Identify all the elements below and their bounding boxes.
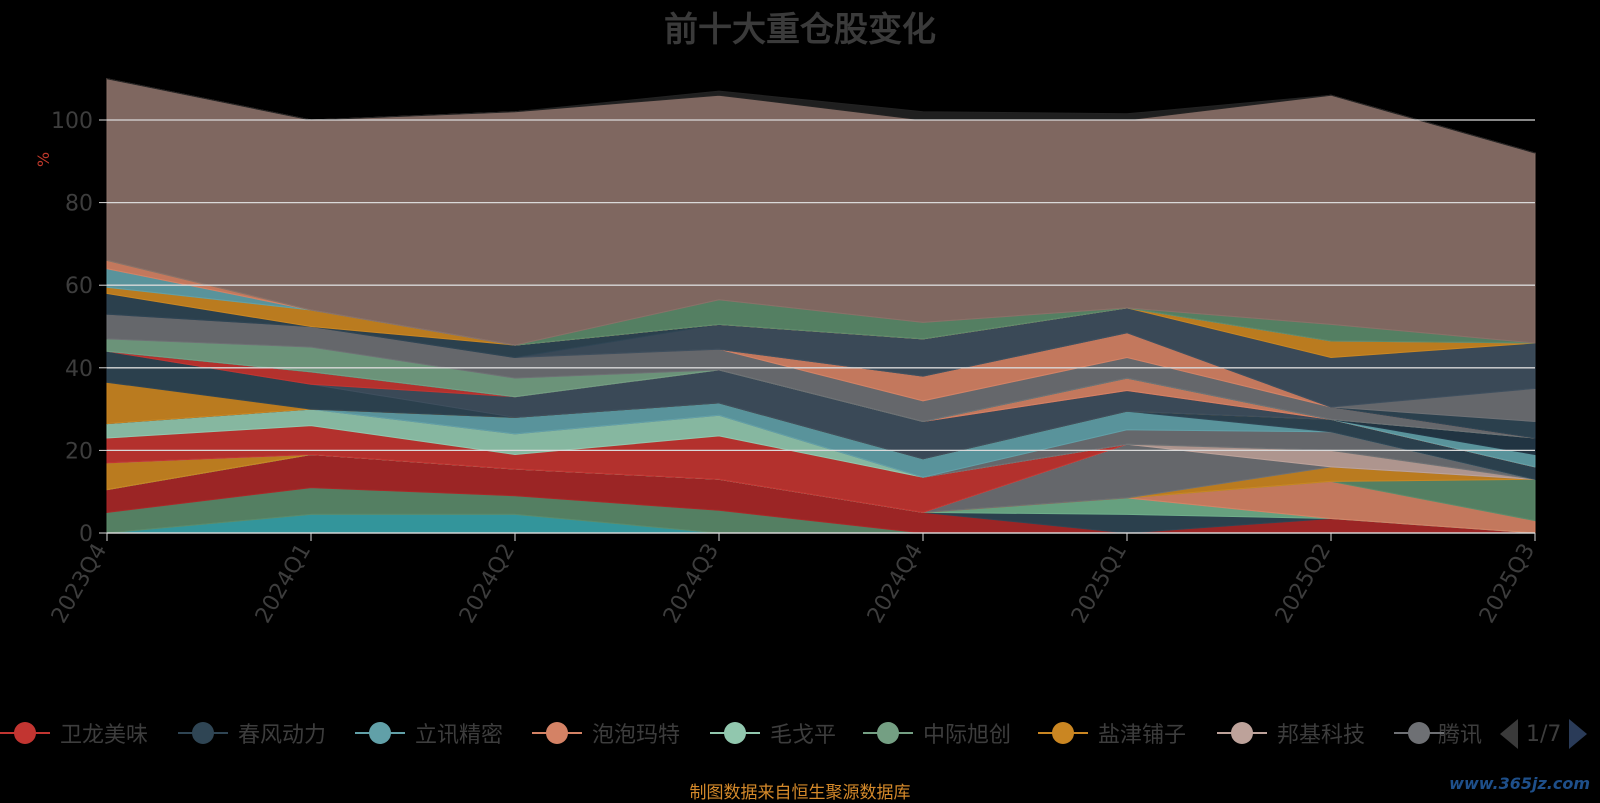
legend-label: 泡泡玛特 — [592, 723, 681, 748]
legend-label: 春风动力 — [238, 723, 327, 748]
x-axis-ticks: 2023Q4 2024Q1 2024Q2 2024Q3 2024Q4 2025Q1 2025… — [47, 532, 1540, 628]
legend-label: 毛戈平 — [770, 723, 837, 748]
legend-pager: 1/7 — [1500, 718, 1588, 750]
legend-item[interactable]: 泡泡玛特 — [532, 713, 680, 753]
legend-label: 中际旭创 — [923, 723, 1012, 748]
legend-item[interactable]: 邦基科技 — [1217, 713, 1365, 753]
y-tick-label: 20 — [65, 439, 93, 464]
chart-title: 前十大重仓股变化 — [664, 10, 936, 50]
legend-item[interactable]: 卫龙美味 — [0, 713, 148, 753]
y-tick-label: 80 — [65, 192, 93, 217]
x-tick-label: 2024Q3 — [659, 540, 724, 628]
area-series-group — [106, 78, 1536, 534]
legend-item[interactable]: 毛戈平 — [710, 713, 836, 753]
x-tick-label: 2025Q1 — [1067, 540, 1132, 628]
legend-marker-icon — [1394, 721, 1444, 745]
legend-marker-icon — [0, 721, 50, 745]
x-tick-label: 2024Q4 — [863, 540, 928, 628]
legend-item[interactable]: 盐津铺子 — [1038, 713, 1186, 753]
legend-label: 邦基科技 — [1277, 723, 1366, 748]
x-tick-label: 2025Q2 — [1271, 540, 1336, 628]
x-tick-label: 2024Q1 — [251, 540, 316, 628]
previous-page-icon[interactable] — [1500, 719, 1518, 749]
data-source-note: 制图数据来自恒生聚源数据库 — [689, 783, 911, 803]
legend-item[interactable]: 春风动力 — [178, 713, 326, 753]
area-series-33 — [106, 78, 1536, 346]
x-tick-label: 2024Q2 — [455, 540, 520, 628]
legend-label: 盐津铺子 — [1098, 723, 1187, 748]
legend-label: 腾讯 — [1437, 723, 1482, 748]
legend-marker-icon — [1217, 721, 1267, 745]
x-tick-label: 2025Q3 — [1475, 540, 1540, 628]
legend-marker-icon — [355, 721, 405, 745]
legend-marker-icon — [532, 721, 582, 745]
x-tick-label: 2023Q4 — [47, 540, 112, 628]
legend-label: 立讯精密 — [415, 723, 504, 748]
next-page-icon[interactable] — [1569, 719, 1588, 749]
legend-item[interactable]: 立讯精密 — [355, 713, 503, 753]
y-tick-label: 60 — [65, 274, 93, 299]
legend-marker-icon — [178, 721, 228, 745]
legend-item[interactable]: 中际旭创 — [863, 713, 1011, 753]
y-tick-label: 40 — [65, 357, 93, 382]
y-axis-ticks: 0 20 40 60 80 100 — [51, 109, 107, 547]
area-series-34 — [106, 78, 1536, 154]
legend-marker-icon — [710, 721, 760, 745]
legend-marker-icon — [863, 721, 913, 745]
pager-text: 1/7 — [1526, 721, 1562, 747]
legend-item[interactable]: 腾讯 — [1394, 713, 1482, 753]
legend-label: 卫龙美味 — [60, 723, 149, 748]
legend-marker-icon — [1038, 721, 1088, 745]
y-tick-label: 100 — [51, 109, 93, 134]
legend: 卫龙美味 春风动力 立讯精密 泡泡玛特 毛戈平 中际旭创 盐津铺子 邦基科技 腾讯 — [0, 713, 1600, 753]
watermark: www.365jz.com — [1449, 774, 1590, 793]
y-tick-label: 0 — [79, 522, 93, 547]
